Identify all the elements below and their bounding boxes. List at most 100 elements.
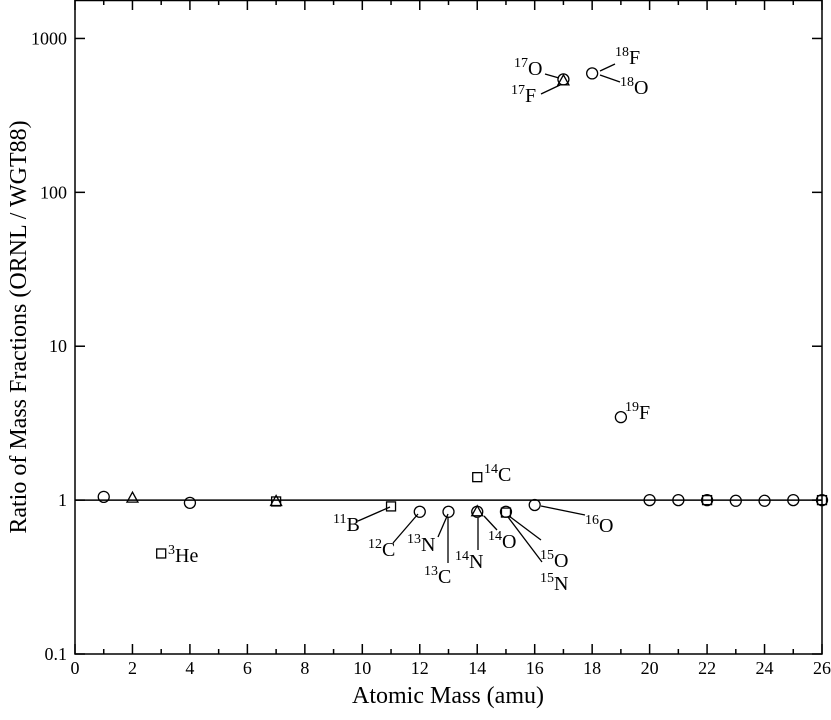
point xyxy=(816,494,828,506)
y-tick-label: 100 xyxy=(40,182,67,202)
annotation: 15O xyxy=(540,548,568,572)
point xyxy=(758,494,771,507)
point xyxy=(500,507,512,518)
leader-line xyxy=(507,516,543,563)
annotation-mass: 11 xyxy=(333,512,346,527)
point xyxy=(528,498,541,512)
x-tick-label: 22 xyxy=(698,658,716,678)
annotation-symbol: N xyxy=(421,534,435,556)
annotation-symbol: O xyxy=(528,58,542,80)
annotation: 16O xyxy=(585,513,613,537)
point xyxy=(556,73,571,86)
y-tick-label: 0.1 xyxy=(45,644,68,664)
x-tick-label: 20 xyxy=(641,658,659,678)
point xyxy=(125,490,140,503)
leader-line xyxy=(483,515,498,531)
annotation: 3He xyxy=(168,543,198,567)
annotation-symbol: He xyxy=(175,545,198,567)
leader-line xyxy=(357,506,391,522)
annotation: 14C xyxy=(484,462,511,486)
point xyxy=(729,494,742,507)
x-tick-label: 4 xyxy=(185,658,194,678)
annotation-mass: 14 xyxy=(484,462,498,477)
y-tick-label: 10 xyxy=(49,336,67,356)
leader-line xyxy=(599,63,616,72)
y-tick-label: 1000 xyxy=(31,28,67,48)
leader-line xyxy=(437,513,449,538)
annotation-symbol: O xyxy=(554,550,568,572)
annotation-mass: 17 xyxy=(511,83,525,98)
annotation-mass: 14 xyxy=(488,529,502,544)
point xyxy=(470,504,484,517)
annotation-mass: 17 xyxy=(514,56,528,71)
leader-line xyxy=(392,513,419,544)
leader-line xyxy=(540,84,561,95)
y-axis-title: Ratio of Mass Fractions (ORNL / WGT88) xyxy=(6,120,32,533)
annotation-symbol: N xyxy=(469,551,483,573)
annotation-mass: 14 xyxy=(455,549,469,564)
leader-line xyxy=(599,74,621,83)
x-tick-label: 12 xyxy=(411,658,429,678)
x-axis-title: Atomic Mass (amu) xyxy=(352,683,544,709)
annotation: 15N xyxy=(540,571,568,595)
x-tick-label: 6 xyxy=(243,658,252,678)
y-tick-label: 1 xyxy=(58,490,67,510)
annotation-symbol: O xyxy=(634,77,648,99)
point xyxy=(413,505,426,518)
point xyxy=(672,493,685,507)
annotation: 14O xyxy=(488,529,516,553)
point xyxy=(183,496,197,509)
point xyxy=(787,493,800,507)
annotation: 13N xyxy=(407,532,435,556)
annotation-symbol: F xyxy=(525,85,536,107)
annotation: 12C xyxy=(368,537,395,561)
annotation: 19F xyxy=(625,400,650,424)
point xyxy=(643,493,656,507)
x-tick-label: 8 xyxy=(300,658,309,678)
annotation-symbol: N xyxy=(554,573,568,595)
annotation-mass: 16 xyxy=(585,513,599,528)
point xyxy=(442,505,455,518)
annotation-symbol: F xyxy=(629,47,640,69)
annotation-mass: 12 xyxy=(368,537,382,552)
point xyxy=(385,501,397,512)
x-tick-label: 14 xyxy=(468,658,486,678)
annotation-mass: 15 xyxy=(540,548,554,563)
annotation-mass: 18 xyxy=(615,45,629,60)
point xyxy=(614,411,628,424)
x-tick-label: 10 xyxy=(353,658,371,678)
annotation-mass: 13 xyxy=(407,532,421,547)
annotation-symbol: O xyxy=(599,515,613,537)
x-tick-label: 0 xyxy=(71,658,80,678)
point xyxy=(270,496,282,507)
annotation: 17O xyxy=(514,56,542,80)
x-tick-label: 16 xyxy=(526,658,544,678)
point xyxy=(701,494,713,506)
annotation-symbol: B xyxy=(346,514,359,536)
annotation-mass: 19 xyxy=(625,400,639,415)
annotation: 11B xyxy=(333,512,360,536)
annotation: 14N xyxy=(455,549,483,573)
point xyxy=(586,67,599,80)
annotation: 13C xyxy=(424,564,451,588)
point xyxy=(472,472,483,483)
leader-line xyxy=(508,515,542,541)
annotation: 18O xyxy=(620,75,648,99)
annotation-symbol: F xyxy=(639,402,650,424)
annotation-symbol: C xyxy=(498,464,511,486)
annotation-symbol: C xyxy=(382,539,395,561)
annotation-symbol: C xyxy=(438,566,451,588)
point xyxy=(700,493,714,507)
point xyxy=(97,490,110,504)
annotation-mass: 18 xyxy=(620,75,634,90)
x-tick-label: 18 xyxy=(583,658,601,678)
annotation-mass: 3 xyxy=(168,543,175,558)
annotation-mass: 15 xyxy=(540,571,554,586)
x-tick-label: 2 xyxy=(128,658,137,678)
annotation-symbol: O xyxy=(502,531,516,553)
annotation: 17F xyxy=(511,83,536,107)
leader-line xyxy=(540,505,586,516)
leader-line xyxy=(544,73,560,79)
x-tick-label: 24 xyxy=(756,658,774,678)
